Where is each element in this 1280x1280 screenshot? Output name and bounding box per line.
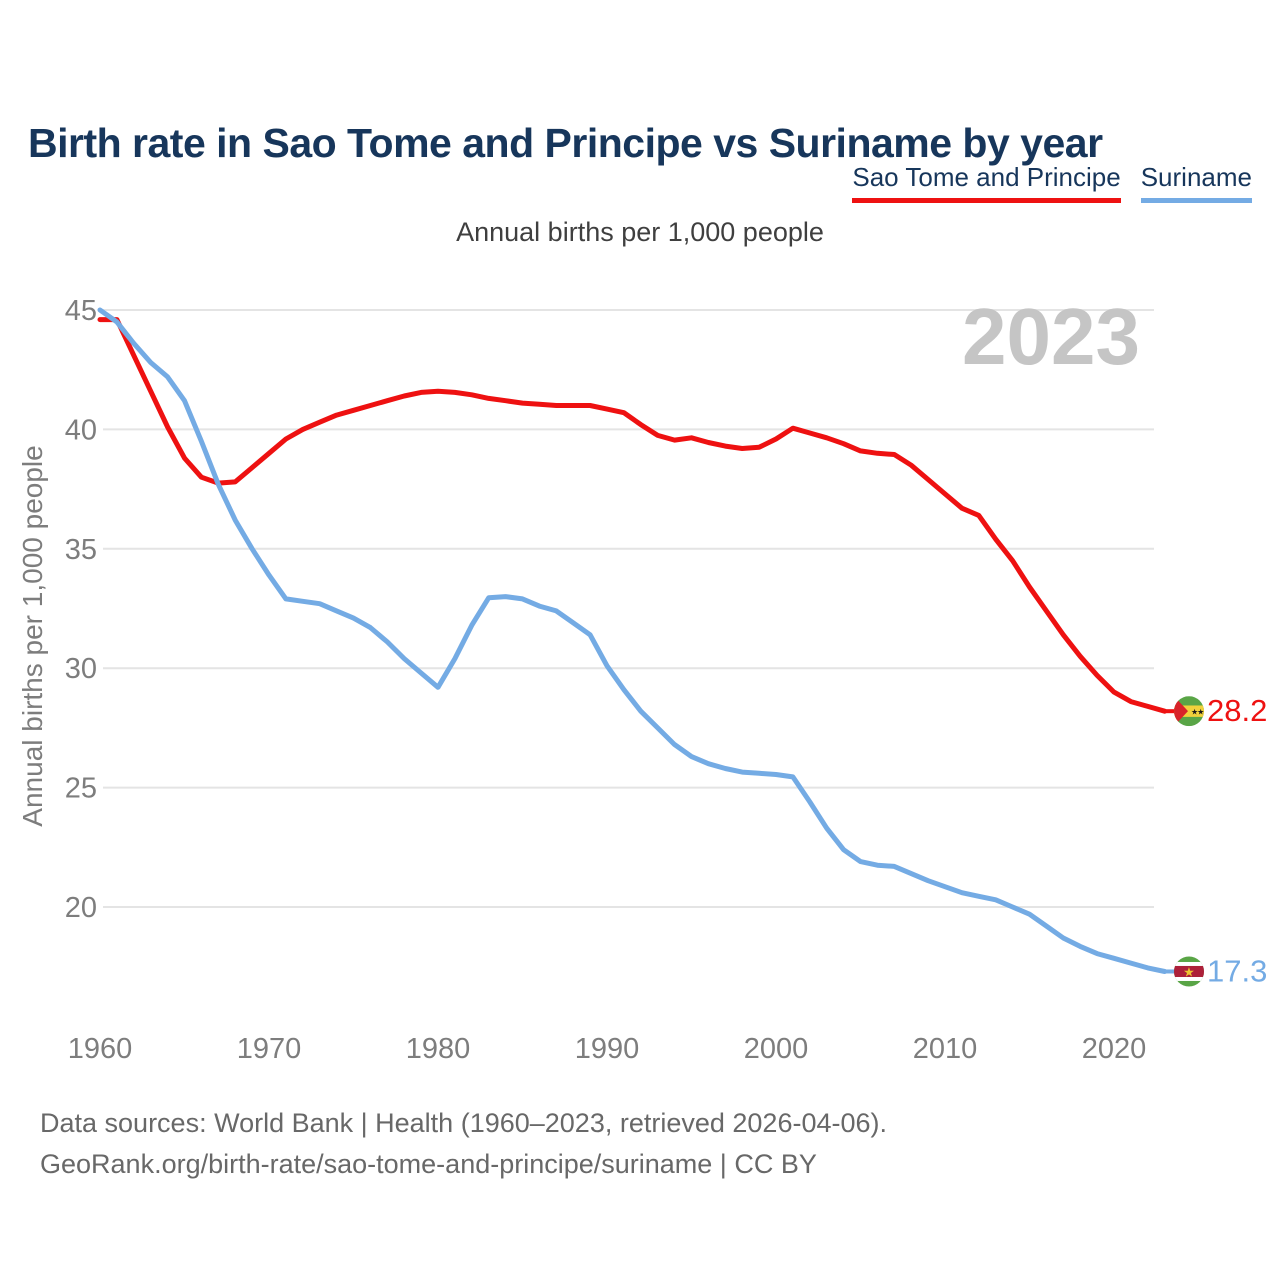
page-title: Birth rate in Sao Tome and Principe vs S… — [28, 120, 1103, 167]
suriname-flag-icon: ★ — [1174, 956, 1204, 987]
x-tick-label: 1980 — [406, 1033, 471, 1065]
y-tick-label: 25 — [65, 773, 97, 805]
y-tick-label: 40 — [65, 414, 97, 446]
end-value-label: 28.2 — [1207, 693, 1267, 728]
y-tick-label: 35 — [65, 534, 97, 566]
y-tick-label: 20 — [65, 892, 97, 924]
end-value-label: 17.3 — [1207, 953, 1267, 988]
legend: Sao Tome and Principe Suriname — [852, 162, 1252, 203]
sao-tome-flag-icon: ★★ — [1174, 696, 1204, 727]
legend-item-suriname[interactable]: Suriname — [1140, 162, 1252, 203]
watermark-year: 2023 — [962, 292, 1140, 381]
x-tick-label: 1970 — [237, 1033, 302, 1065]
series-line-sao-tome-and-principe — [97, 317, 1168, 714]
x-tick-label: 2000 — [744, 1033, 809, 1065]
footer: Data sources: World Bank | Health (1960–… — [40, 1103, 1240, 1185]
gridlines — [103, 309, 1154, 908]
x-tick-label: 2020 — [1082, 1033, 1147, 1065]
svg-text:★: ★ — [1183, 964, 1195, 979]
y-tick-label: 45 — [65, 295, 97, 327]
x-tick-label: 1960 — [68, 1033, 133, 1065]
legend-item-sao-tome-and-principe[interactable]: Sao Tome and Principe — [852, 162, 1121, 203]
footer-data-sources: Data sources: World Bank | Health (1960–… — [40, 1108, 887, 1138]
svg-text:★★: ★★ — [1191, 707, 1204, 716]
footer-attribution-link[interactable]: GeoRank.org/birth-rate/sao-tome-and-prin… — [40, 1149, 817, 1179]
series-line-suriname — [97, 307, 1168, 974]
y-axis-title: Annual births per 1,000 people — [17, 445, 48, 826]
chart-subtitle: Annual births per 1,000 people — [456, 217, 824, 247]
axis-tick-labels: 20 25 30 35 40 45 1960 1970 1980 1990 2000 2010 2020 — [65, 295, 1147, 1065]
y-tick-label: 30 — [65, 653, 97, 685]
x-tick-label: 2010 — [913, 1033, 978, 1065]
x-tick-label: 1990 — [575, 1033, 640, 1065]
